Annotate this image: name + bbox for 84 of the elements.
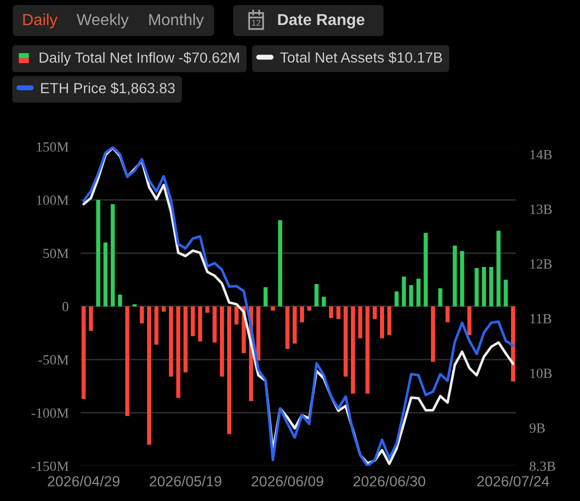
bar: [358, 306, 362, 338]
bar: [322, 296, 326, 306]
y2-tick-label: 12B: [530, 259, 552, 269]
bar: [430, 306, 436, 362]
bar: [88, 306, 93, 331]
legend-label: Total Net Assets $10.17B: [280, 52, 442, 64]
bar: [380, 306, 384, 338]
bar: [452, 246, 457, 306]
bar: [118, 294, 122, 306]
bar: [329, 306, 334, 318]
y-tick-label: 50M: [43, 248, 68, 258]
bar: [278, 220, 282, 306]
bar: [489, 266, 494, 306]
y2-tick-label: 13B: [530, 204, 552, 214]
text: Daily: [23, 14, 58, 28]
bar: [336, 306, 340, 320]
bar: [504, 280, 508, 306]
bar: [350, 306, 355, 394]
text: Monthly: [149, 14, 204, 28]
x-tick-label: 2026/05/19: [150, 476, 222, 486]
bar: [234, 306, 239, 324]
bar: [184, 306, 188, 372]
bar: [154, 306, 158, 345]
bar: [96, 200, 100, 306]
bar: [496, 230, 501, 306]
bar: [511, 306, 516, 382]
bar: [227, 306, 232, 434]
bar: [409, 285, 414, 306]
bar: [82, 306, 86, 399]
bar: [467, 306, 472, 336]
bar: [387, 306, 392, 336]
y-tick-label: 0: [62, 302, 68, 312]
bar: [292, 306, 297, 344]
bar: [103, 242, 108, 306]
bar: [446, 306, 450, 322]
bar: [460, 251, 464, 306]
bar: [125, 306, 130, 416]
bar: [424, 232, 428, 306]
bar: [372, 306, 377, 320]
bar: [176, 306, 180, 398]
bar: [402, 276, 406, 306]
y-tick-label: 150M: [36, 142, 68, 152]
y2-tick-label: 8.3B: [530, 462, 556, 472]
bar: [190, 306, 195, 336]
y2-tick-label: 10B: [530, 368, 552, 378]
bar: [162, 306, 166, 312]
bar: [140, 306, 144, 324]
x-tick-label: 2026/04/29: [48, 476, 120, 486]
bar: [394, 291, 399, 306]
bar: [220, 306, 224, 377]
bar: [168, 306, 174, 377]
y-tick-label: -150M: [32, 462, 68, 471]
bar: [198, 306, 202, 342]
legend-label: ETH Price $1,863.83: [41, 82, 175, 96]
text: 12: [252, 20, 260, 26]
bar: [307, 306, 312, 311]
bar: [256, 306, 260, 361]
bar: [147, 306, 152, 445]
bar: [416, 278, 420, 306]
bar: [270, 306, 275, 311]
bar: [212, 306, 217, 343]
bar: [205, 306, 210, 313]
x-tick-label: 2026/06/09: [252, 476, 324, 486]
y-tick-label: 100M: [36, 196, 68, 205]
bar: [285, 306, 290, 349]
bar: [438, 288, 442, 306]
y-tick-label: -50M: [38, 355, 68, 365]
bar: [482, 266, 486, 306]
y2-tick-label: 14B: [530, 150, 552, 160]
y2-tick-label: 9B: [530, 423, 545, 433]
y-tick-label: -100M: [32, 408, 68, 418]
text: Date Range: [278, 14, 364, 28]
bar: [264, 287, 268, 306]
y2-tick-label: 11B: [530, 314, 552, 324]
bar: [110, 204, 115, 306]
x-tick-label: 2026/07/24: [477, 476, 550, 486]
bar: [344, 306, 348, 377]
bar: [300, 306, 304, 322]
text: Weekly: [76, 14, 129, 28]
bar: [474, 268, 479, 306]
bar: [365, 306, 370, 394]
x-tick-label: 2026/06/30: [354, 476, 426, 486]
legend-label: Daily Total Net Inflow -$70.62M: [40, 52, 239, 66]
bar: [314, 284, 319, 306]
